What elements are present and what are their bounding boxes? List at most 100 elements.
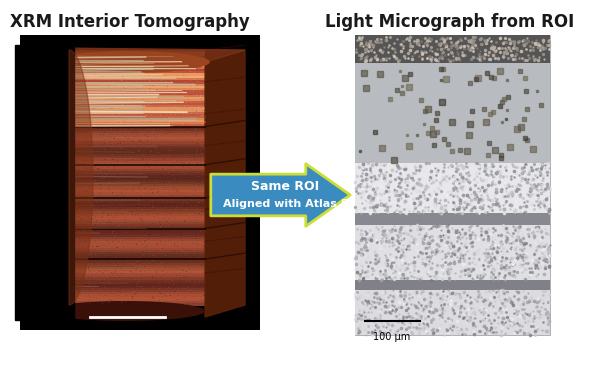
Bar [45, 114, 205, 116]
Polygon shape [40, 59, 57, 61]
Bar [45, 214, 205, 216]
Bar [45, 105, 205, 108]
Polygon shape [40, 91, 50, 94]
Polygon shape [40, 94, 50, 97]
Polygon shape [40, 183, 45, 187]
Bar [45, 59, 205, 61]
Polygon shape [40, 238, 47, 241]
Bar [45, 254, 205, 256]
Bar [45, 269, 205, 272]
Bar [45, 173, 205, 176]
Polygon shape [40, 219, 46, 223]
Bar [45, 290, 205, 293]
Bar [45, 76, 205, 78]
Polygon shape [15, 45, 74, 320]
Bar [45, 148, 205, 151]
Polygon shape [40, 204, 46, 207]
Polygon shape [40, 155, 46, 159]
Bar [45, 177, 205, 180]
Polygon shape [40, 51, 62, 52]
Polygon shape [40, 297, 58, 299]
Bar [45, 201, 205, 203]
Bar [45, 199, 205, 201]
Polygon shape [40, 61, 56, 62]
Bar [45, 71, 205, 74]
Polygon shape [40, 66, 55, 68]
Bar [45, 158, 205, 161]
Bar [45, 262, 205, 265]
Bar [355, 280, 550, 290]
Bar [45, 197, 205, 199]
Bar [45, 256, 205, 259]
Bar [45, 133, 205, 135]
Bar [45, 107, 205, 110]
Bar [45, 267, 205, 269]
Polygon shape [40, 136, 46, 139]
Bar [45, 112, 205, 114]
Bar [45, 156, 205, 159]
Bar [45, 265, 205, 267]
Polygon shape [40, 58, 58, 59]
Bar [45, 124, 205, 127]
Polygon shape [40, 132, 46, 136]
Bar [45, 80, 205, 82]
Bar [355, 213, 550, 225]
Polygon shape [40, 168, 45, 172]
Polygon shape [40, 72, 53, 75]
Polygon shape [40, 300, 59, 301]
Bar [45, 69, 205, 72]
Polygon shape [40, 283, 54, 285]
Polygon shape [40, 255, 49, 258]
Bar [45, 273, 205, 276]
Bar [45, 228, 205, 231]
Polygon shape [40, 207, 46, 211]
Polygon shape [40, 100, 49, 104]
Text: Aligned with Atlas 5: Aligned with Atlas 5 [223, 199, 348, 209]
Bar [45, 137, 205, 140]
Bar [355, 35, 550, 63]
Bar [45, 245, 205, 248]
Bar [45, 182, 205, 184]
Polygon shape [40, 83, 52, 85]
Bar [45, 186, 205, 189]
Bar [45, 122, 205, 125]
Polygon shape [40, 128, 47, 132]
Bar [45, 303, 205, 306]
Text: XRM Interior Tomography: XRM Interior Tomography [10, 13, 250, 31]
Polygon shape [40, 291, 56, 293]
Bar [45, 116, 205, 118]
Polygon shape [40, 163, 45, 168]
Polygon shape [40, 289, 55, 291]
Polygon shape [40, 227, 47, 231]
Polygon shape [40, 258, 50, 261]
Bar [45, 248, 205, 250]
Polygon shape [40, 114, 47, 117]
Polygon shape [40, 180, 45, 183]
Bar [45, 165, 205, 168]
Polygon shape [40, 301, 60, 302]
Bar [45, 131, 205, 133]
Text: Light Micrograph from ROI: Light Micrograph from ROI [325, 13, 574, 31]
Bar [20, 35, 260, 330]
Polygon shape [40, 151, 46, 155]
Polygon shape [40, 159, 45, 163]
Bar [45, 226, 205, 229]
Bar [45, 222, 205, 225]
Bar [45, 82, 205, 85]
Bar [45, 171, 205, 174]
Ellipse shape [50, 51, 210, 73]
Bar [45, 252, 205, 255]
Bar [45, 67, 205, 70]
Bar [45, 180, 205, 182]
Bar [355, 225, 550, 280]
Bar [45, 61, 205, 63]
Bar [45, 77, 205, 80]
Polygon shape [40, 287, 55, 289]
Bar [45, 90, 205, 93]
Bar [45, 205, 205, 208]
Polygon shape [40, 293, 56, 294]
Bar [45, 211, 205, 214]
Bar [45, 188, 205, 191]
Bar [45, 56, 205, 59]
Bar [45, 190, 205, 193]
